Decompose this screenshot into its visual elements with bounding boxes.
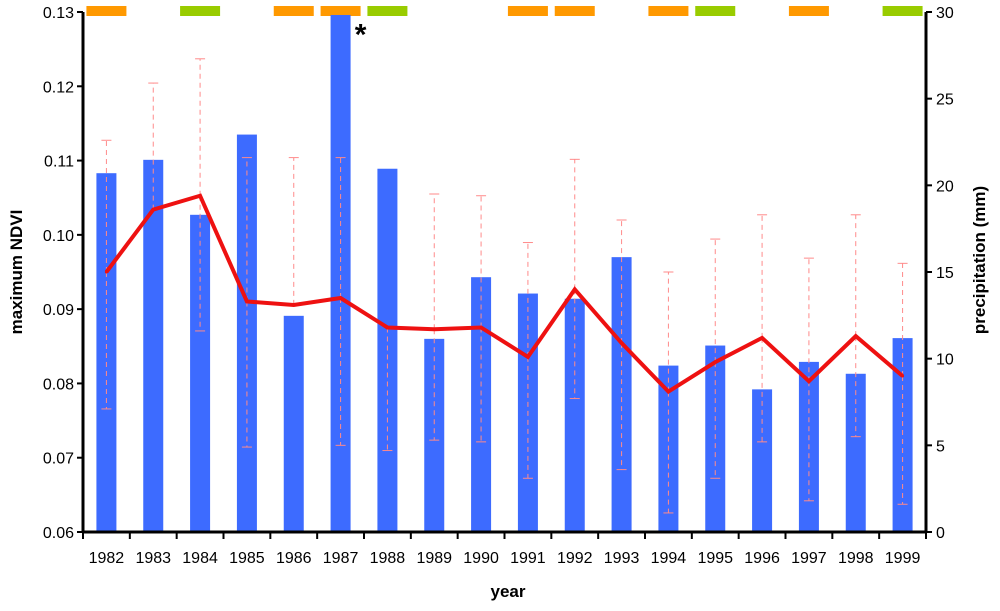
bar-1987 <box>330 14 351 532</box>
precipitation-point-1986 <box>292 303 296 307</box>
top-marker-1997 <box>788 6 829 16</box>
top-markers <box>86 6 923 16</box>
y2-axis-title: precipitation (mm) <box>970 186 989 334</box>
y-tick-label: 0.09 <box>43 302 74 319</box>
y2-tick-label: 30 <box>936 5 954 22</box>
x-tick-label-1988: 1988 <box>370 550 406 567</box>
precipitation-point-1998 <box>854 334 858 338</box>
x-tick-label-1982: 1982 <box>89 550 125 567</box>
bar-1990 <box>471 277 492 532</box>
x-tick-label-1989: 1989 <box>416 550 452 567</box>
x-tick-label-1990: 1990 <box>463 550 499 567</box>
top-marker-1995 <box>695 6 736 16</box>
bar-1982 <box>96 173 117 532</box>
y-tick-label: 0.08 <box>43 376 74 393</box>
precipitation-point-1997 <box>807 379 811 383</box>
precipitation-point-1988 <box>385 325 389 329</box>
precipitation-point-1992 <box>573 287 577 291</box>
top-marker-1999 <box>882 6 923 16</box>
y2-tick-label: 20 <box>936 178 954 195</box>
precipitation-point-1996 <box>760 336 764 340</box>
y-tick-label: 0.06 <box>43 525 74 542</box>
precipitation-point-1991 <box>526 355 530 359</box>
x-tick-label-1984: 1984 <box>182 550 218 567</box>
y2-tick-label: 15 <box>936 265 954 282</box>
bars <box>96 14 913 533</box>
precipitation-point-1995 <box>713 360 717 364</box>
bar-1996 <box>752 389 773 532</box>
precipitation-point-1989 <box>432 327 436 331</box>
y-tick-label: 0.07 <box>43 451 74 468</box>
y-tick-label: 0.10 <box>43 228 74 245</box>
bar-1984 <box>190 214 211 533</box>
top-marker-1991 <box>507 6 548 16</box>
y2-tick-label: 5 <box>936 438 945 455</box>
x-tick-label-1993: 1993 <box>604 550 640 567</box>
bar-1999 <box>892 338 913 532</box>
precipitation-line-group <box>104 193 905 395</box>
top-marker-1994 <box>648 6 689 16</box>
x-tick-label-1985: 1985 <box>229 550 265 567</box>
top-marker-1992 <box>554 6 595 16</box>
significance-asterisk: * <box>355 18 367 51</box>
x-tick-label-1983: 1983 <box>135 550 171 567</box>
y-tick-label: 0.11 <box>44 154 74 171</box>
top-marker-1988 <box>367 6 408 16</box>
bar-1992 <box>564 298 585 532</box>
precipitation-point-1985 <box>245 299 249 303</box>
top-marker-1982 <box>86 6 127 16</box>
error-bars <box>101 58 908 514</box>
y2-tick-label: 25 <box>936 92 954 109</box>
bar-1986 <box>283 315 304 532</box>
top-marker-1984 <box>180 6 221 16</box>
top-marker-1987 <box>320 6 361 16</box>
precipitation-line <box>104 193 904 395</box>
ticks: 0.06 0.07 0.08 0.09 0.10 0.11 0.12 0.13 0 5 10 15 20… <box>43 5 954 567</box>
x-tick-label-1997: 1997 <box>791 550 827 567</box>
y-tick-label: 0.12 <box>43 79 74 96</box>
x-tick-label-1994: 1994 <box>651 550 687 567</box>
x-tick-label-1986: 1986 <box>276 550 312 567</box>
precipitation-point-1983 <box>151 208 155 212</box>
x-tick-label-1995: 1995 <box>697 550 733 567</box>
precipitation-point-1993 <box>620 341 624 345</box>
y-tick-label: 0.13 <box>43 5 74 22</box>
x-axis-title: year <box>491 582 526 601</box>
precipitation-point-1999 <box>901 374 905 378</box>
x-tick-label-1987: 1987 <box>323 550 359 567</box>
x-tick-label-1996: 1996 <box>744 550 780 567</box>
x-tick-label-1991: 1991 <box>510 550 546 567</box>
y2-tick-label: 0 <box>936 525 945 542</box>
bar-1989 <box>424 338 445 532</box>
x-tick-label-1999: 1999 <box>885 550 921 567</box>
top-marker-1986 <box>273 6 314 16</box>
precipitation-point-1990 <box>479 325 483 329</box>
bar-1993 <box>611 257 632 532</box>
bar-1998 <box>845 373 866 532</box>
y-axis-title: maximum NDVI <box>7 210 26 335</box>
bar-1983 <box>143 159 164 533</box>
precipitation-point-1987 <box>339 296 343 300</box>
y2-tick-label: 10 <box>936 352 954 369</box>
x-tick-label-1992: 1992 <box>557 550 593 567</box>
precipitation-point-1994 <box>666 390 670 394</box>
precipitation-point-1982 <box>104 270 108 274</box>
precipitation-point-1984 <box>198 194 202 198</box>
x-tick-label-1998: 1998 <box>838 550 874 567</box>
